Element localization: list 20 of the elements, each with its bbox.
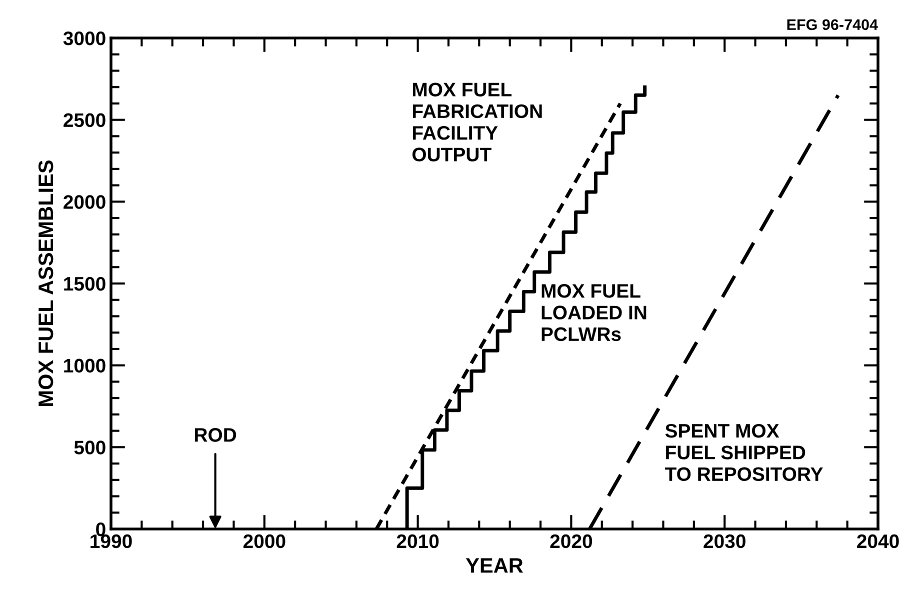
annotation: SPENT MOX FUEL SHIPPED TO REPOSITORY	[664, 424, 823, 482]
annotation: MOX FUEL LOADED IN PCLWRs	[542, 284, 646, 342]
y-tick-label: 500	[74, 440, 106, 454]
x-tick-label: 1990	[90, 534, 132, 548]
x-tick-label: 2000	[243, 534, 286, 548]
x-tick-label: 2030	[704, 534, 746, 548]
annotation: ROD	[195, 428, 236, 442]
y-tick-label: 2000	[64, 195, 106, 209]
y-tick-label: 1000	[64, 358, 106, 373]
y-tick-label: 2500	[64, 113, 106, 128]
x-tick-label: 2010	[396, 534, 439, 548]
text: EFG 96-7404	[787, 19, 878, 30]
x-axis-title: YEAR	[466, 558, 524, 573]
annotation: MOX FUEL FABRICATION FACILITY OUTPUT	[412, 82, 542, 162]
x-tick-label: 2040	[857, 534, 899, 548]
y-tick-label: 1500	[64, 276, 106, 291]
y-tick-label: 0	[96, 522, 106, 536]
x-tick-label: 2020	[550, 534, 592, 548]
y-axis-title: MOX FUEL ASSEMBLIES	[38, 160, 54, 406]
y-tick-label: 3000	[63, 31, 106, 46]
